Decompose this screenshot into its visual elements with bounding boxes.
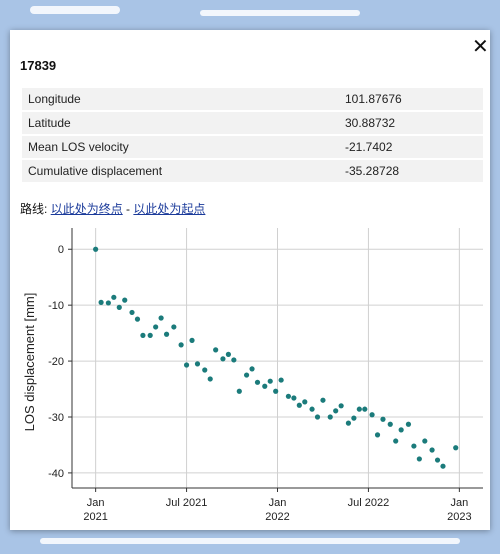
point xyxy=(171,324,177,330)
point xyxy=(273,388,279,394)
point xyxy=(207,376,213,382)
point xyxy=(291,395,297,401)
value-cell: -21.7402 xyxy=(339,135,483,160)
value-cell: 101.87676 xyxy=(339,88,483,112)
point xyxy=(405,421,412,427)
point xyxy=(267,378,273,384)
point xyxy=(213,347,219,353)
point xyxy=(163,331,170,337)
point xyxy=(338,403,344,409)
point xyxy=(302,399,308,405)
x-tick-label: Jul 2022 xyxy=(348,497,390,509)
point xyxy=(111,294,117,300)
key-cell: Mean LOS velocity xyxy=(22,135,339,160)
point xyxy=(225,351,231,357)
point xyxy=(429,447,435,453)
x-tick-label: Jan 2023 xyxy=(447,497,471,523)
key-cell: Latitude xyxy=(22,111,339,136)
table-row: Latitude 30.88732 xyxy=(22,111,483,136)
point xyxy=(231,357,237,363)
point xyxy=(249,366,255,372)
point xyxy=(243,372,250,378)
y-tick-label: -30 xyxy=(48,412,64,424)
point xyxy=(105,300,111,306)
point xyxy=(393,438,399,444)
point xyxy=(93,246,99,252)
y-tick-label: -20 xyxy=(48,356,64,368)
point xyxy=(220,356,226,362)
value-cell: 30.88732 xyxy=(339,111,483,136)
point xyxy=(134,316,141,322)
separator: - xyxy=(126,202,131,216)
y-axis-label: LOS displacement [mm] xyxy=(22,293,37,432)
set-end-link[interactable]: 以此处为终点 xyxy=(50,202,123,216)
set-start-link[interactable]: 以此处为起点 xyxy=(133,202,206,216)
x-tick-label: Jul 2021 xyxy=(166,497,208,509)
point xyxy=(178,342,184,348)
point xyxy=(333,408,339,414)
point xyxy=(374,432,381,438)
point xyxy=(183,362,190,368)
point xyxy=(345,420,352,426)
decoration xyxy=(40,538,460,544)
point xyxy=(129,309,135,316)
point xyxy=(380,416,386,422)
point xyxy=(327,414,333,420)
table-row: Mean LOS velocity -21.7402 xyxy=(22,135,483,160)
point xyxy=(309,406,315,412)
decoration xyxy=(200,10,360,16)
point xyxy=(236,388,242,394)
point xyxy=(362,406,368,412)
point xyxy=(387,421,393,427)
point xyxy=(116,304,122,310)
point xyxy=(314,414,321,420)
point xyxy=(262,383,268,389)
y-tick-label: 0 xyxy=(58,244,64,256)
point xyxy=(422,438,428,444)
x-tick-label: Jan 2022 xyxy=(265,497,289,523)
x-tick-label: Jan 2021 xyxy=(83,497,107,523)
point xyxy=(320,397,326,403)
point xyxy=(398,427,404,433)
popup: ✕ 17839 Longitude 101.87676 Latitude 30.887… xyxy=(10,30,490,530)
point xyxy=(416,456,422,462)
table-row: Longitude 101.87676 xyxy=(22,88,483,112)
point xyxy=(434,457,441,463)
point xyxy=(158,315,164,321)
point xyxy=(98,299,104,305)
key-cell: Longitude xyxy=(22,88,339,112)
point xyxy=(194,361,201,367)
point xyxy=(453,445,459,451)
point xyxy=(122,297,128,303)
point xyxy=(202,367,208,373)
point xyxy=(351,415,357,421)
point xyxy=(153,324,159,330)
point xyxy=(278,377,284,383)
point xyxy=(147,332,153,338)
point xyxy=(189,337,195,343)
point xyxy=(411,443,417,449)
attribute-table: Longitude 101.87676 Latitude 30.88732 Mean L… xyxy=(22,88,483,184)
point xyxy=(356,406,362,412)
point xyxy=(254,379,261,385)
popup-title: 17839 xyxy=(20,58,57,73)
point xyxy=(369,412,375,418)
point xyxy=(140,332,146,338)
route-bar: 路线: 以此处为终点 - 以此处为起点 xyxy=(20,200,205,217)
value-cell: -35.28728 xyxy=(339,159,483,184)
y-tick-label: -40 xyxy=(48,468,64,480)
decoration xyxy=(30,6,120,14)
point xyxy=(296,402,302,408)
chart: LOS displacement [mm] 0 -10 -20 -30 -40 Jan 20… xyxy=(22,228,483,523)
point xyxy=(285,393,292,399)
table-row: Cumulative displacement -35.28728 xyxy=(22,159,483,184)
y-tick-label: -10 xyxy=(48,300,64,312)
point xyxy=(440,463,446,469)
route-label: 路线: xyxy=(20,202,48,216)
key-cell: Cumulative displacement xyxy=(22,159,339,184)
close-button[interactable]: ✕ xyxy=(472,36,489,58)
